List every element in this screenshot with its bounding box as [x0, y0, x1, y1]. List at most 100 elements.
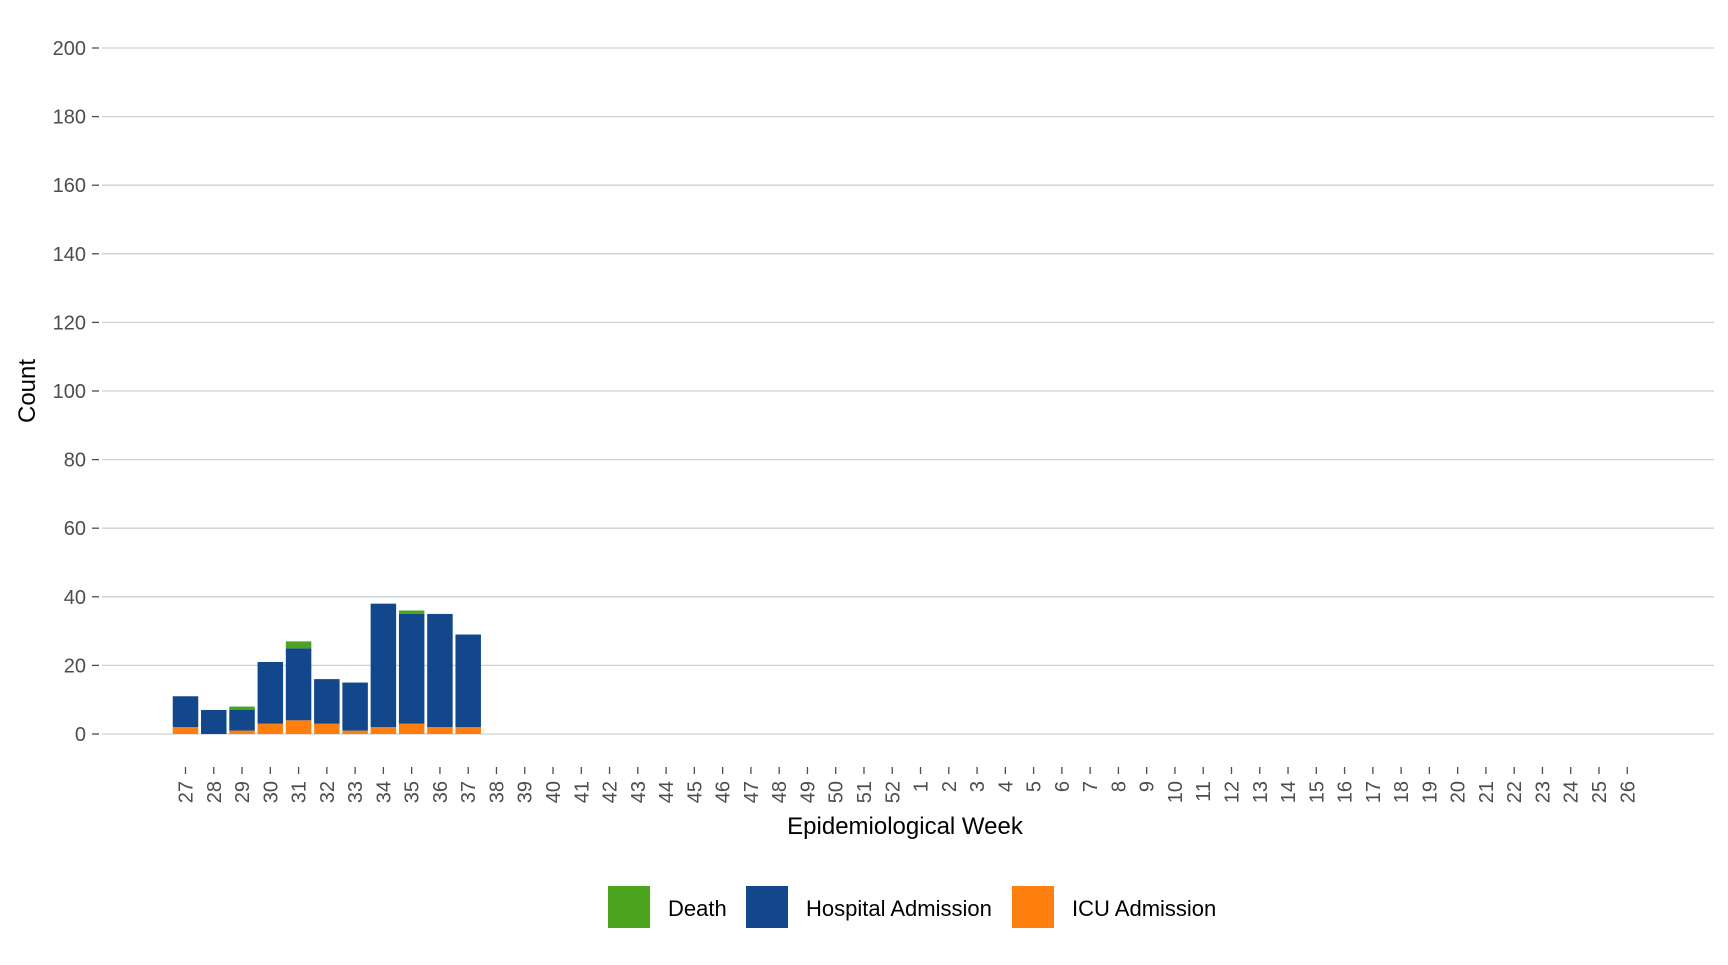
x-tick-label: 18: [1391, 781, 1413, 803]
x-tick-label: 38: [486, 781, 508, 803]
y-tick-label: 140: [53, 244, 86, 266]
bar-segment: [455, 727, 481, 734]
bar-segment: [285, 720, 312, 734]
gridlines: [102, 47, 1714, 735]
x-tick-label: 29: [232, 781, 254, 803]
x-axis: 27 28 29 30 31 32 33 34 35 36 37 38 39 40 41 42 43 44 45 46…: [176, 767, 1639, 803]
y-axis: 0 20 40 60 80 100 120 140 160 180 200: [53, 38, 99, 746]
x-tick-label: 9: [1137, 781, 1159, 792]
y-tick-label: 0: [75, 724, 86, 746]
x-tick-label: 24: [1561, 781, 1583, 803]
bar-segment: [398, 613, 425, 724]
x-tick-label: 47: [741, 781, 763, 803]
y-tick-label: 20: [64, 655, 86, 677]
bar-segment: [314, 723, 340, 734]
bar-segment: [285, 641, 312, 649]
bar-segment: [172, 696, 199, 728]
y-tick-label: 180: [53, 107, 86, 129]
y-axis-title: Count: [14, 359, 41, 423]
x-tick-label: 32: [317, 781, 339, 803]
bar-segment: [314, 679, 340, 724]
bar-segment: [398, 610, 425, 614]
x-tick-label: 16: [1335, 781, 1357, 803]
x-tick-label: 27: [176, 781, 198, 803]
y-tick-label: 120: [53, 312, 86, 334]
bar-segment: [370, 727, 397, 734]
x-tick-label: 14: [1278, 781, 1300, 803]
bar-segment: [285, 648, 312, 721]
x-tick-label: 25: [1589, 781, 1611, 803]
legend-swatch: [746, 886, 788, 928]
x-tick-label: 45: [684, 781, 706, 803]
x-tick-label: 26: [1617, 781, 1639, 803]
y-tick-label: 100: [53, 381, 86, 403]
x-axis-title: Epidemiological Week: [787, 813, 1024, 840]
x-tick-label: 19: [1419, 781, 1441, 803]
x-tick-label: 13: [1250, 781, 1272, 803]
x-tick-label: 23: [1532, 781, 1554, 803]
x-tick-label: 46: [713, 781, 735, 803]
x-tick-label: 1: [911, 781, 933, 792]
y-tick-label: 160: [53, 175, 86, 197]
x-tick-label: 39: [515, 781, 537, 803]
x-tick-label: 50: [826, 781, 848, 803]
bar-segment: [172, 727, 199, 734]
bar-segment: [398, 723, 425, 734]
x-tick-label: 20: [1448, 781, 1470, 803]
x-tick-label: 31: [289, 781, 311, 803]
legend-label: Hospital Admission: [806, 896, 992, 921]
x-tick-label: 41: [571, 781, 593, 803]
x-tick-label: 17: [1363, 781, 1385, 803]
bar-segment: [427, 727, 453, 734]
legend-label: ICU Admission: [1072, 896, 1216, 921]
x-tick-label: 28: [204, 781, 226, 803]
bar-segment: [455, 634, 481, 728]
x-tick-label: 34: [373, 781, 395, 803]
legend-swatch: [1012, 886, 1054, 928]
x-tick-label: 35: [402, 781, 424, 803]
y-tick-label: 80: [64, 450, 86, 472]
bar-segment: [229, 730, 255, 734]
bar-segment: [257, 661, 284, 724]
bar-segment: [370, 603, 397, 728]
x-tick-label: 15: [1306, 781, 1328, 803]
x-tick-label: 42: [600, 781, 622, 803]
x-tick-label: 8: [1108, 781, 1130, 792]
x-tick-label: 21: [1476, 781, 1498, 803]
x-tick-label: 51: [854, 781, 876, 803]
legend-label: Death: [668, 896, 727, 921]
bar-segment: [229, 706, 255, 710]
x-tick-label: 36: [430, 781, 452, 803]
bar-segment: [201, 709, 227, 734]
x-tick-label: 10: [1165, 781, 1187, 803]
y-tick-label: 60: [64, 518, 86, 540]
legend-swatch: [608, 886, 650, 928]
x-tick-label: 4: [995, 781, 1017, 792]
x-tick-label: 5: [1024, 781, 1046, 792]
bar-segment: [342, 682, 368, 731]
x-tick-label: 43: [628, 781, 650, 803]
x-tick-label: 37: [458, 781, 480, 803]
x-tick-label: 52: [882, 781, 904, 803]
x-tick-label: 3: [967, 781, 989, 792]
y-tick-label: 200: [53, 38, 86, 60]
x-tick-label: 2: [939, 781, 961, 792]
bar-segment: [229, 709, 255, 731]
x-tick-label: 44: [656, 781, 678, 803]
x-tick-label: 33: [345, 781, 367, 803]
bar-segment: [257, 723, 284, 734]
x-tick-label: 6: [1052, 781, 1074, 792]
x-tick-label: 30: [260, 781, 282, 803]
x-tick-label: 7: [1080, 781, 1102, 792]
bar-segment: [427, 613, 453, 728]
bars: [172, 603, 481, 734]
x-tick-label: 22: [1504, 781, 1526, 803]
x-tick-label: 49: [797, 781, 819, 803]
x-tick-label: 12: [1221, 781, 1243, 803]
bar-segment: [342, 730, 368, 734]
y-tick-label: 40: [64, 587, 86, 609]
x-tick-label: 48: [769, 781, 791, 803]
x-tick-label: 40: [543, 781, 565, 803]
